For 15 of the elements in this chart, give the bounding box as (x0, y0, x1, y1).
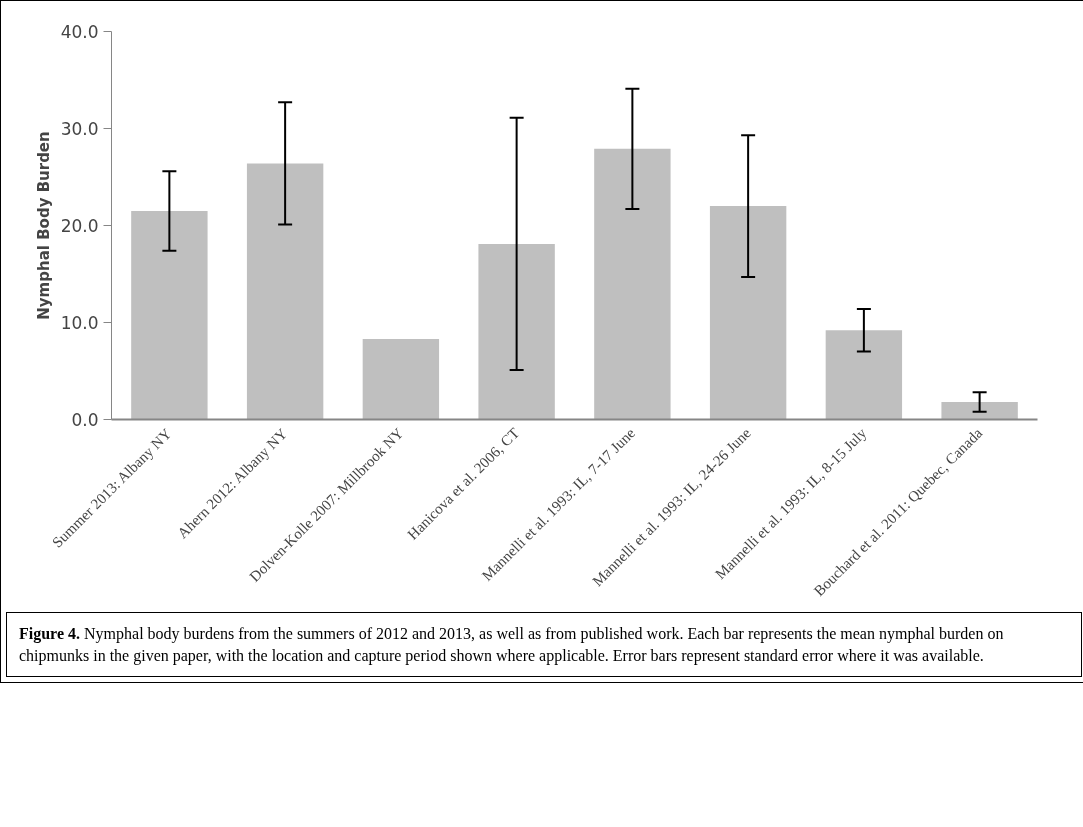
bar (362, 338, 440, 420)
y-tick-label: 40.0 (60, 22, 99, 42)
bar (594, 148, 671, 420)
caption: Figure 4. (19, 625, 81, 642)
bar (131, 210, 208, 420)
bar (246, 163, 324, 420)
bar (941, 402, 1018, 420)
y-tick-label: 0.0 (71, 410, 99, 430)
y-tick-label: 30.0 (60, 119, 99, 139)
y-tick-label: 20.0 (60, 216, 99, 236)
y-tick-label: 10.0 (60, 313, 99, 333)
y-axis-title: Nymphal Body Burden (34, 131, 53, 320)
bar (478, 243, 555, 420)
bar (825, 330, 903, 420)
bar (709, 206, 787, 420)
